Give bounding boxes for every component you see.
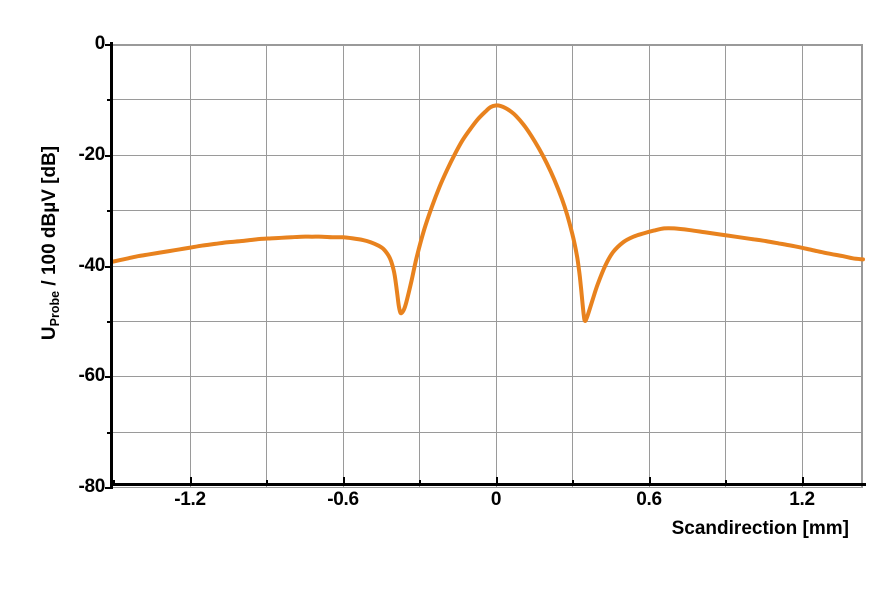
gridline-y--80	[113, 487, 863, 488]
gridline-x-0.3	[572, 44, 573, 487]
plot-area	[113, 44, 863, 488]
series-line-u-probe-scan	[111, 103, 865, 323]
y-axis-title-subscript: Probe	[47, 290, 62, 327]
y-tick-label--40: -40	[78, 255, 105, 276]
gridline-y--40	[113, 266, 863, 267]
x-tick-0	[496, 477, 498, 484]
y-tick-label--20: -20	[78, 144, 105, 165]
x-tick-label--0.6: -0.6	[327, 489, 359, 510]
y-tick-label--80: -80	[78, 476, 105, 497]
x-tick-label-1.2: 1.2	[789, 489, 815, 510]
plot-frame-top	[113, 44, 863, 46]
y-tick-label-0: 0	[94, 33, 106, 54]
x-tick-minor-0.9	[725, 480, 727, 484]
x-tick-minor--0.3	[419, 480, 421, 484]
y-tick-minor--30	[107, 210, 112, 212]
x-axis-spine	[110, 483, 866, 486]
gridline-x--0.9	[266, 44, 267, 487]
gridline-y--70	[113, 432, 863, 433]
gridline-x--1.2	[190, 44, 191, 487]
gridline-y--20	[113, 155, 863, 156]
gridline-x--0.3	[419, 44, 420, 487]
x-tick--0.6	[343, 477, 345, 484]
x-tick-minor-0.3	[572, 480, 574, 484]
data-curve-layer	[111, 103, 865, 323]
y-tick-minor--50	[107, 321, 112, 323]
gridline-x--0.6	[343, 44, 344, 487]
y-tick--20	[105, 155, 113, 157]
x-tick-label-0: 0	[490, 489, 502, 510]
x-tick--1.2	[190, 477, 192, 484]
x-tick-label-0.6: 0.6	[636, 489, 662, 510]
y-tick--80	[105, 487, 113, 489]
y-tick--40	[105, 266, 113, 268]
y-axis-title: UProbe / 100 dBµV [dB]	[39, 43, 62, 443]
gridline-x-0.9	[725, 44, 726, 487]
y-tick-0	[105, 44, 113, 46]
y-axis-spine	[110, 42, 113, 489]
gridline-x-0.6	[649, 44, 650, 487]
y-tick--60	[105, 376, 113, 378]
x-tick-minor--1.5	[113, 480, 115, 484]
y-axis-title-rest: / 100 dBµV [dB]	[39, 145, 60, 291]
x-tick-0.6	[649, 477, 651, 484]
gridline-y--60	[113, 376, 863, 377]
y-tick-label--60: -60	[78, 365, 105, 386]
y-axis-title-main: U	[39, 326, 60, 341]
gridline-y--50	[113, 321, 863, 322]
gridline-y--10	[113, 99, 863, 100]
gridline-x-0	[496, 44, 497, 487]
plot-frame-right	[861, 44, 863, 487]
x-axis-title: Scandirection [mm]	[671, 518, 849, 539]
x-tick-1.2	[802, 477, 804, 484]
x-tick-minor--0.9	[266, 480, 268, 484]
x-tick-label--1.2: -1.2	[174, 489, 206, 510]
gridline-x-1.2	[802, 44, 803, 487]
y-tick-minor--70	[107, 432, 112, 434]
y-tick-minor--10	[107, 99, 112, 101]
gridline-y--30	[113, 210, 863, 211]
